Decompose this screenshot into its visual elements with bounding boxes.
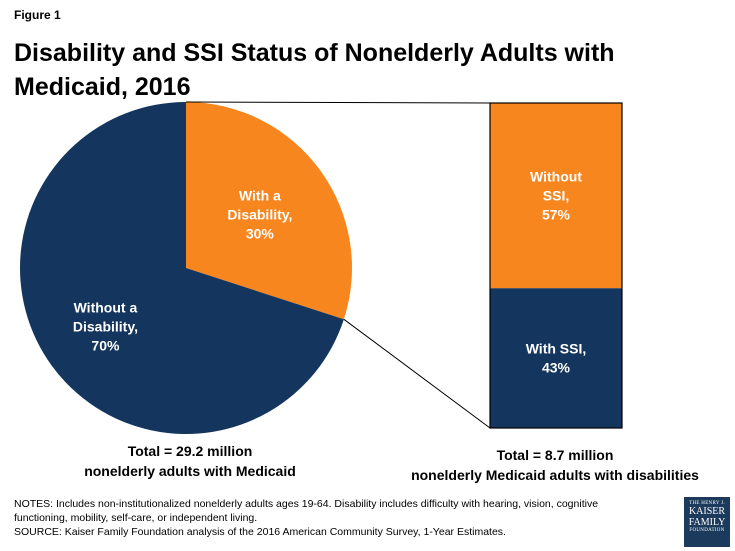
source-line: SOURCE: Kaiser Family Foundation analysi…	[14, 526, 506, 538]
connector-line-top	[185, 101, 491, 104]
pie-slice-label-2-line-1: Without a	[74, 300, 138, 316]
figure-label: Figure 1	[14, 8, 61, 22]
logo-line-1: THE HENRY J.	[689, 501, 725, 506]
bar-segment-label-1-line-1: Without	[530, 169, 582, 185]
logo-line-2: KAISER	[688, 506, 726, 517]
bar-segment-label-1-line-2: SSI,	[543, 188, 569, 204]
bar-total-line-2: nonelderly Medicaid adults with disabili…	[411, 467, 699, 483]
bar-outline	[489, 102, 623, 429]
bar-segment-label-1-line-3: 57%	[542, 207, 571, 223]
bar-segment-label-2-line-2: 43%	[542, 360, 571, 376]
notes-line-2: functioning, mobility, self-care, or ind…	[14, 512, 258, 524]
bar-total-line-1: Total = 8.7 million	[496, 447, 614, 463]
logo-line-3: FAMILY	[688, 517, 726, 528]
bar-segment-label-2-line-1: With SSI,	[526, 341, 587, 357]
pie-total-line-1: Total = 29.2 million	[127, 443, 253, 459]
pie-slice-label-1-line-1: With a	[239, 187, 281, 203]
pie-total-line-2: nonelderly adults with Medicaid	[84, 463, 296, 479]
pie-slice-label-2-line-2: Disability,	[73, 319, 138, 335]
pie-slice-label-1: With a Disability, 30%	[227, 187, 292, 241]
pie-slice-label-1-line-3: 30%	[246, 225, 275, 241]
pie-slice-label-2: Without a Disability, 70%	[73, 300, 138, 354]
connector-line-bottom	[343, 318, 491, 429]
pie-slice-1	[186, 102, 353, 320]
kff-logo: THE HENRY J. KAISER FAMILY FOUNDATION	[684, 497, 730, 547]
pie-slice-label-1-line-2: Disability,	[227, 206, 292, 222]
pie-slice-label-2-line-3: 70%	[91, 338, 120, 354]
logo-line-4: FOUNDATION	[689, 528, 725, 533]
bar-segment-label-2: With SSI, 43%	[526, 341, 587, 376]
bar-segment-label-1: Without SSI, 57%	[530, 169, 582, 223]
bar-segment-1	[490, 103, 622, 289]
chart-title-line-2: Medicaid, 2016	[14, 73, 191, 101]
pie-slice-2	[20, 102, 344, 434]
notes-line-1: NOTES: Includes non-institutionalized no…	[14, 498, 599, 510]
pie-total-caption: Total = 29.2 million nonelderly adults w…	[40, 441, 340, 481]
chart-title: Disability and SSI Status of Nonelderly …	[14, 36, 694, 104]
chart-title-line-1: Disability and SSI Status of Nonelderly …	[14, 39, 615, 67]
notes: NOTES: Includes non-institutionalized no…	[14, 497, 654, 539]
bar-total-caption: Total = 8.7 million nonelderly Medicaid …	[385, 445, 725, 485]
bar-segment-2	[490, 288, 622, 428]
